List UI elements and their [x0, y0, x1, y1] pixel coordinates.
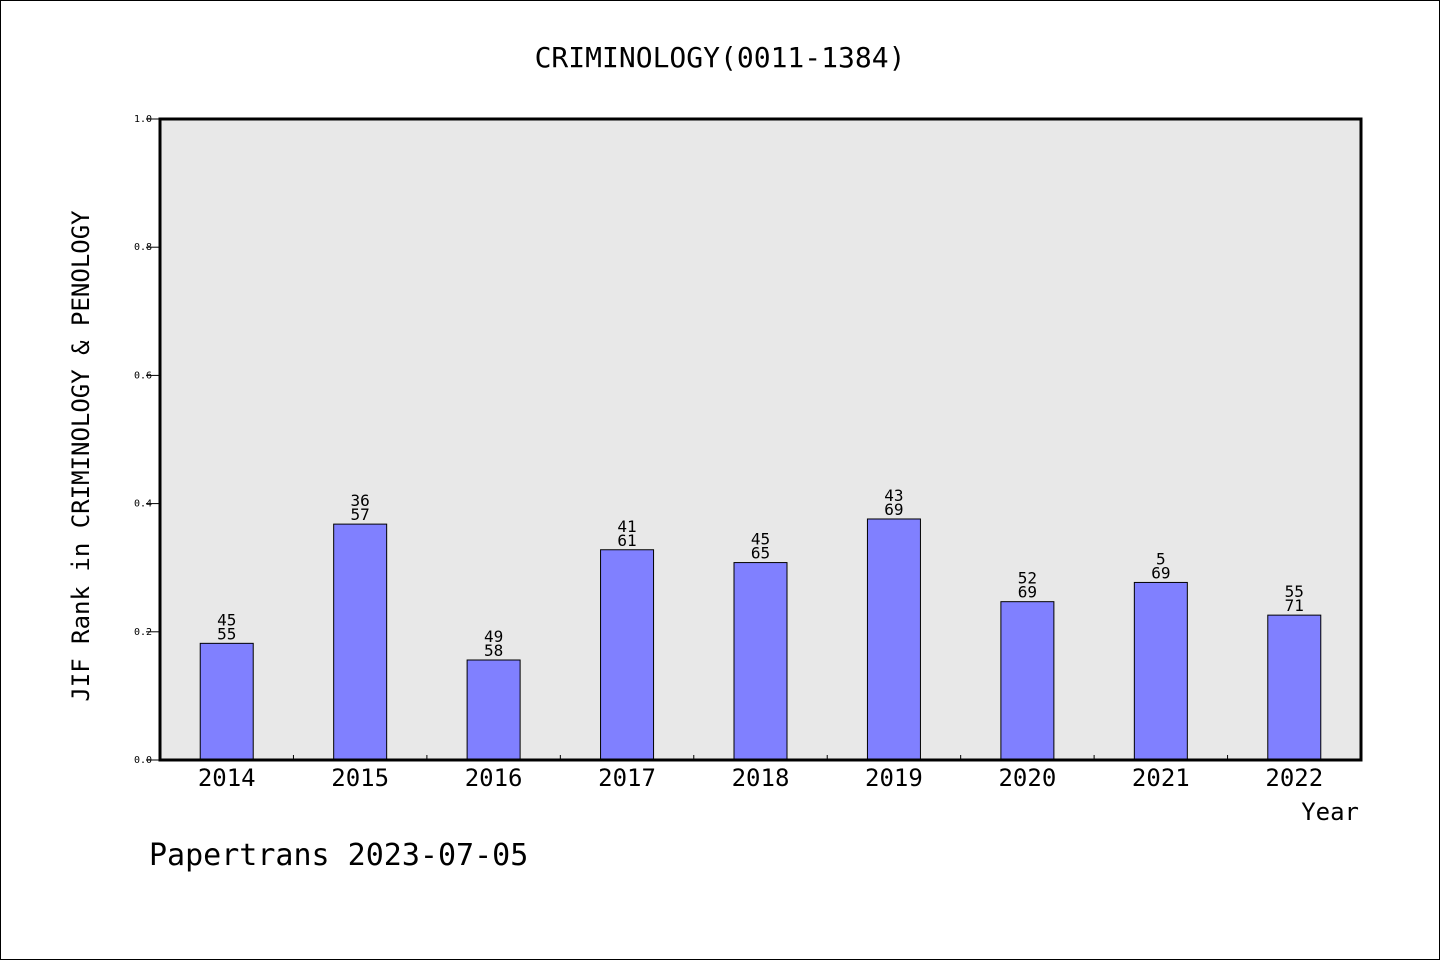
bar — [600, 549, 655, 761]
x-tick-label: 2017 — [598, 764, 656, 792]
bar-label-rank: 45 — [217, 610, 236, 629]
bar-label-total: 65 — [751, 544, 770, 563]
bar-label-total: 55 — [217, 624, 236, 643]
bar-label-rank: 5 — [1156, 549, 1166, 568]
bar — [866, 518, 921, 761]
x-tick-label: 2021 — [1132, 764, 1190, 792]
bar-label-rank: 43 — [884, 486, 903, 505]
y-tick-label: 1.0 — [134, 114, 152, 125]
x-axis: 2014 2015 2016 2017 2018 2019 2020 2021 2022 — [198, 755, 1323, 792]
x-tick-label: 2018 — [732, 764, 790, 792]
bar-label-total: 61 — [617, 531, 636, 550]
bar-label-total: 71 — [1285, 596, 1304, 615]
bar-label-rank: 36 — [351, 491, 370, 510]
plot-border — [158, 117, 1363, 762]
bar — [1267, 614, 1322, 761]
x-tick-label: 2015 — [331, 764, 389, 792]
x-axis-label: Year — [1301, 798, 1359, 826]
y-tick-label: 0.0 — [134, 755, 152, 766]
x-tick-label: 2022 — [1265, 764, 1323, 792]
x-tick-label: 2019 — [865, 764, 923, 792]
footer-watermark: Papertrans 2023-07-05 — [149, 838, 528, 873]
y-axis: 0.0 0.2 0.4 0.6 0.8 1.0 — [134, 114, 160, 766]
bar-label-total: 58 — [484, 641, 503, 660]
bar-label-rank: 52 — [1018, 569, 1037, 588]
y-tick-label: 0.2 — [134, 627, 152, 638]
bar-label-rank: 45 — [751, 530, 770, 549]
bar — [733, 562, 788, 761]
bar-label-total: 57 — [351, 505, 370, 524]
y-axis-label: JIF Rank in CRIMINOLOGY & PENOLOGY — [67, 210, 95, 702]
bar-label-total: 69 — [1151, 563, 1170, 582]
bar — [466, 659, 521, 761]
bar — [199, 642, 254, 761]
bar-label-rank: 41 — [617, 517, 636, 536]
bar-label-total: 69 — [884, 500, 903, 519]
y-tick-label: 0.6 — [134, 370, 152, 381]
bar — [333, 523, 388, 761]
bar-label-total: 69 — [1018, 583, 1037, 602]
x-tick-label: 2016 — [465, 764, 523, 792]
bar-label-rank: 55 — [1285, 582, 1304, 601]
y-tick-label: 0.8 — [134, 242, 152, 253]
bar-label-rank: 49 — [484, 627, 503, 646]
y-tick-label: 0.4 — [134, 499, 152, 510]
x-tick-label: 2020 — [998, 764, 1056, 792]
bar — [1000, 601, 1055, 761]
chart-title: CRIMINOLOGY(0011-1384) — [535, 41, 906, 74]
bar — [1133, 581, 1188, 761]
x-tick-label: 2014 — [198, 764, 256, 792]
